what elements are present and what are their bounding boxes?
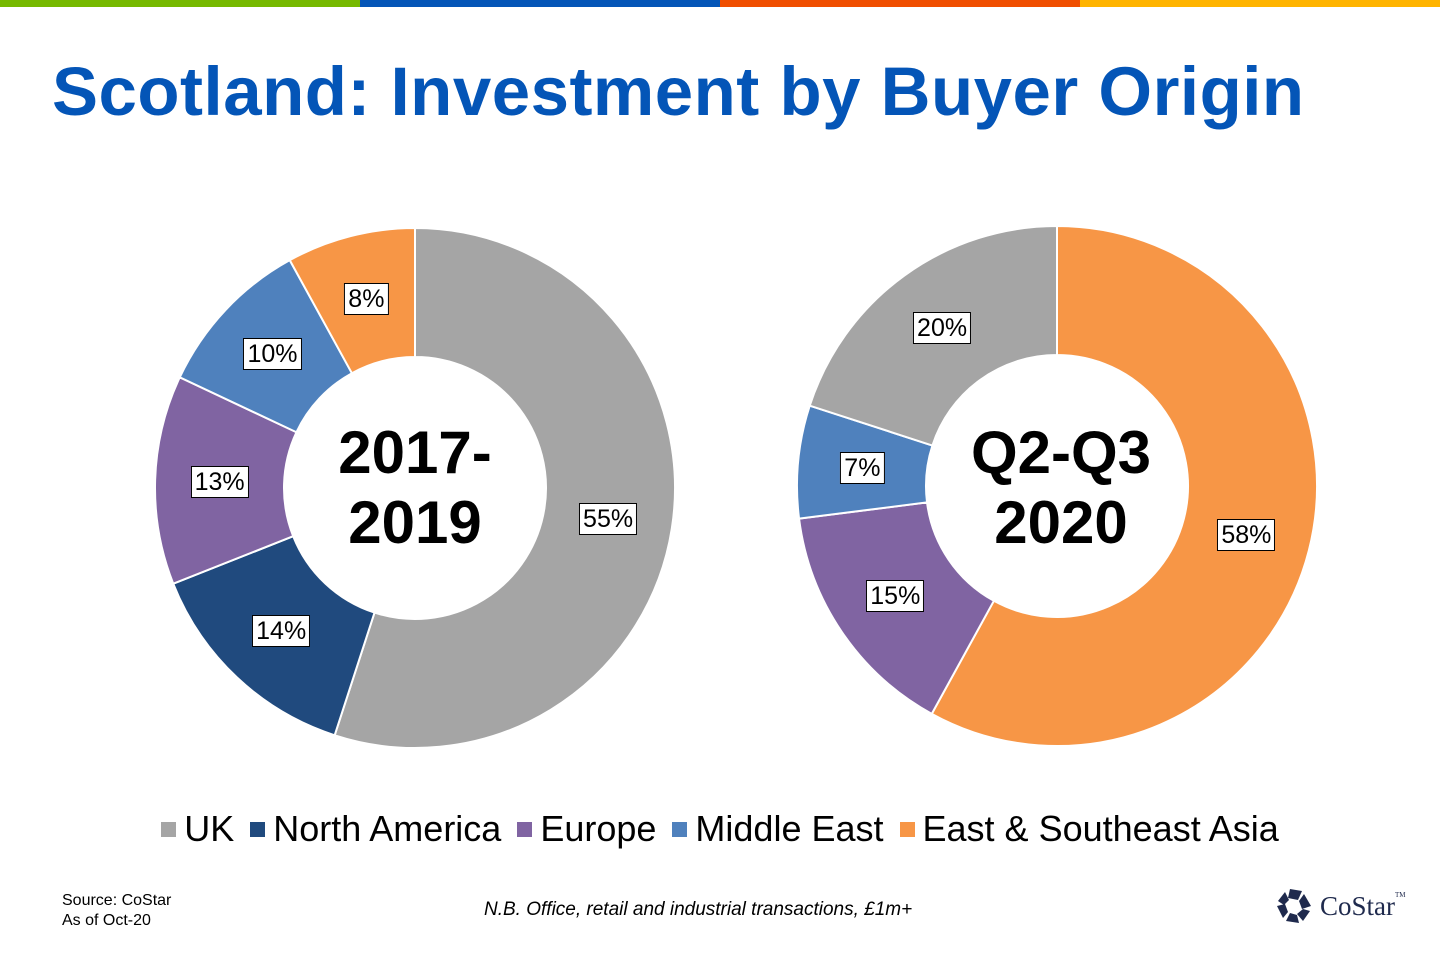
- legend-item-north-america: North America: [250, 808, 501, 850]
- logo-trademark: TM: [1395, 890, 1406, 899]
- legend-swatch-north-america: [250, 821, 266, 837]
- data-label: 8%: [344, 282, 389, 315]
- top-color-bar: [0, 0, 1440, 7]
- data-label: 13%: [190, 465, 249, 498]
- data-label: 10%: [243, 338, 302, 371]
- data-label: 14%: [252, 614, 311, 647]
- top-bar-orange: [720, 0, 1080, 7]
- legend-label: North America: [273, 808, 502, 849]
- legend-swatch-uk: [161, 821, 177, 837]
- center-label-2017-2019: 2017- 2019: [295, 418, 535, 558]
- legend-label: East & Southeast Asia: [922, 808, 1279, 849]
- chart-legend: UK North America Europe Middle East East…: [0, 808, 1440, 850]
- legend-item-middle-east: Middle East: [672, 808, 884, 850]
- source-line: Source: CoStar: [62, 892, 172, 909]
- center-label-line1: 2017-: [338, 419, 492, 486]
- source-note: Source: CoStar As of Oct-20: [62, 891, 171, 931]
- top-bar-yellow: [1080, 0, 1440, 7]
- legend-swatch-middle-east: [672, 821, 688, 837]
- donut-segment-east-southeast-asia: [930, 224, 1318, 747]
- donut-segment-uk: [333, 226, 676, 749]
- center-label-q2-q3-2020: Q2-Q3 2020: [941, 418, 1181, 558]
- legend-label: UK: [184, 808, 235, 849]
- center-label-line2: 2020: [994, 489, 1128, 556]
- data-label: 55%: [579, 502, 638, 535]
- costar-logo-text: CoStarTM: [1320, 891, 1406, 922]
- center-label-line2: 2019: [348, 489, 482, 556]
- legend-swatch-east-southeast-asia: [899, 821, 915, 837]
- data-label: 7%: [840, 451, 885, 484]
- as-of-line: As of Oct-20: [62, 912, 151, 929]
- costar-star-icon: [1277, 889, 1311, 923]
- data-label: 20%: [913, 311, 972, 344]
- top-bar-blue: [360, 0, 720, 7]
- logo-wordmark: CoStar: [1320, 890, 1396, 921]
- footnote: N.B. Office, retail and industrial trans…: [484, 899, 913, 920]
- legend-label: Europe: [540, 808, 657, 849]
- legend-item-uk: UK: [161, 808, 234, 850]
- data-label: 58%: [1217, 518, 1276, 551]
- legend-label: Middle East: [695, 808, 884, 849]
- legend-item-europe: Europe: [517, 808, 656, 850]
- top-bar-green: [0, 0, 360, 7]
- center-label-line1: Q2-Q3: [970, 419, 1152, 486]
- slide-title: Scotland: Investment by Buyer Origin: [52, 53, 1305, 130]
- legend-item-east-southeast-asia: East & Southeast Asia: [899, 808, 1279, 850]
- legend-swatch-europe: [517, 821, 533, 837]
- costar-logo: CoStarTM: [1276, 888, 1406, 924]
- data-label: 15%: [866, 579, 925, 612]
